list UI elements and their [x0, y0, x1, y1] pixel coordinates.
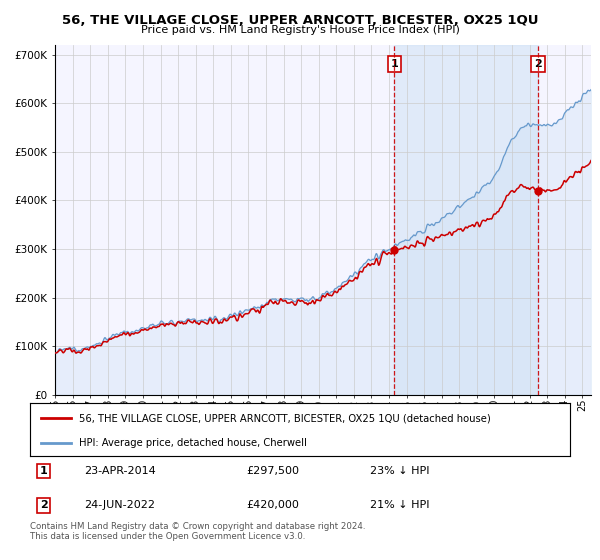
- Text: 2: 2: [534, 59, 542, 69]
- Text: 56, THE VILLAGE CLOSE, UPPER ARNCOTT, BICESTER, OX25 1QU (detached house): 56, THE VILLAGE CLOSE, UPPER ARNCOTT, BI…: [79, 413, 490, 423]
- Text: 2: 2: [40, 500, 47, 510]
- Text: 24-JUN-2022: 24-JUN-2022: [84, 500, 155, 510]
- Text: HPI: Average price, detached house, Cherwell: HPI: Average price, detached house, Cher…: [79, 438, 307, 448]
- Text: 1: 1: [391, 59, 398, 69]
- Text: Price paid vs. HM Land Registry's House Price Index (HPI): Price paid vs. HM Land Registry's House …: [140, 25, 460, 35]
- Text: 23-APR-2014: 23-APR-2014: [84, 466, 156, 476]
- Text: 21% ↓ HPI: 21% ↓ HPI: [370, 500, 430, 510]
- Text: Contains HM Land Registry data © Crown copyright and database right 2024.
This d: Contains HM Land Registry data © Crown c…: [30, 522, 365, 542]
- Text: 23% ↓ HPI: 23% ↓ HPI: [370, 466, 430, 476]
- Text: 1: 1: [40, 466, 47, 476]
- Text: 56, THE VILLAGE CLOSE, UPPER ARNCOTT, BICESTER, OX25 1QU: 56, THE VILLAGE CLOSE, UPPER ARNCOTT, BI…: [62, 14, 538, 27]
- Text: £420,000: £420,000: [246, 500, 299, 510]
- Text: £297,500: £297,500: [246, 466, 299, 476]
